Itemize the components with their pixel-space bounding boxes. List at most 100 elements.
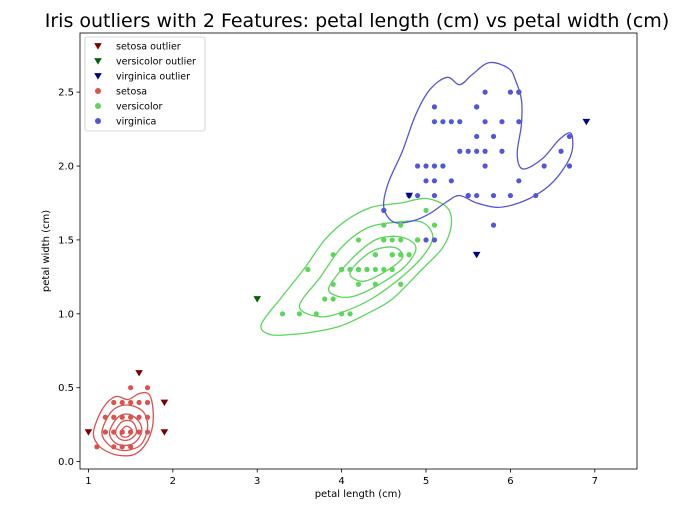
versicolor-outlier-point — [253, 296, 262, 303]
virginica-point — [448, 119, 454, 125]
legend-marker-versicolor — [95, 103, 101, 109]
setosa-density-contour — [101, 404, 149, 452]
versicolor-point — [398, 281, 404, 287]
y-axis: 0.0 0.5 1.0 1.5 2.0 2.5 — [58, 88, 80, 468]
virginica-point — [566, 133, 573, 140]
x-tick-label: 2 — [170, 476, 176, 487]
virginica-point — [516, 89, 522, 95]
x-tick-label: 4 — [338, 476, 344, 487]
versicolor-point — [330, 296, 336, 302]
virginica-point — [381, 207, 387, 213]
versicolor-point — [398, 222, 404, 228]
virginica-point — [516, 178, 522, 184]
virginica-point — [465, 192, 471, 199]
virginica-point — [566, 163, 573, 169]
legend-marker-virginica-outlier — [94, 73, 102, 80]
legend-marker-setosa-outlier — [94, 43, 102, 50]
virginica-outlier-point — [582, 118, 591, 126]
setosa-point — [102, 414, 108, 420]
virginica-point — [499, 119, 505, 125]
versicolor-point — [330, 281, 336, 287]
virginica-point — [490, 222, 497, 228]
versicolor-point — [372, 266, 378, 273]
setosa-outlier-point — [160, 399, 169, 407]
y-tick-label: 0.0 — [58, 457, 74, 468]
versicolor-point — [347, 266, 353, 273]
versicolor-point — [372, 252, 378, 258]
versicolor-point — [339, 266, 345, 273]
virginica-point — [431, 104, 438, 110]
virginica-point — [482, 163, 488, 169]
versicolor-point — [330, 252, 336, 258]
versicolor-point — [372, 281, 378, 287]
versicolor-point — [355, 237, 362, 243]
x-axis-label: petal length (cm) — [315, 489, 402, 500]
virginica-outlier-point — [472, 251, 481, 259]
legend-label-versicolor: versicolor — [116, 102, 162, 113]
versicolor-density-contour — [349, 246, 404, 282]
virginica-point — [474, 192, 480, 199]
versicolor-point — [364, 266, 370, 273]
virginica-point — [431, 119, 438, 125]
setosa-point — [128, 429, 134, 435]
versicolor-point — [406, 252, 412, 258]
virginica-point — [431, 163, 438, 169]
setosa-point — [119, 429, 125, 435]
setosa-point — [144, 399, 151, 406]
setosa-point — [119, 444, 125, 450]
virginica-point — [423, 237, 429, 243]
virginica-point — [474, 148, 480, 154]
y-tick-label: 1.5 — [58, 235, 74, 246]
virginica-point — [457, 148, 463, 154]
setosa-point — [111, 429, 117, 435]
virginica-point — [414, 192, 421, 199]
legend: setosa outlier versicolor outlier virginic… — [84, 36, 206, 132]
x-tick-label: 1 — [85, 476, 91, 487]
x-tick-label: 5 — [423, 476, 429, 487]
virginica-point — [448, 178, 454, 184]
versicolor-point — [279, 311, 286, 317]
setosa-density-contour — [92, 391, 154, 457]
virginica-point — [431, 178, 438, 184]
setosa-point — [111, 414, 117, 420]
virginica-density-contour — [382, 61, 574, 224]
virginica-point — [507, 89, 514, 95]
virginica-point — [423, 178, 429, 184]
setosa-point — [128, 399, 134, 406]
y-tick-label: 2.5 — [58, 88, 74, 99]
setosa-point — [102, 429, 108, 435]
legend-label-virginica-outlier: virginica outlier — [116, 72, 190, 83]
density-contours — [92, 61, 574, 457]
versicolor-point — [389, 237, 395, 243]
setosa-outlier-point — [135, 370, 143, 377]
versicolor-point — [355, 266, 362, 273]
setosa-point — [144, 385, 151, 391]
virginica-point — [482, 148, 488, 154]
setosa-point — [119, 399, 125, 406]
setosa-outlier-point — [160, 429, 169, 436]
setosa-point — [94, 444, 100, 450]
versicolor-point — [398, 252, 404, 258]
plot-frame — [79, 32, 638, 470]
virginica-point — [482, 119, 488, 125]
versicolor-point — [381, 237, 387, 243]
legend-label-virginica: virginica — [116, 117, 156, 128]
setosa-point — [136, 414, 142, 420]
virginica-point — [474, 104, 480, 110]
setosa-point — [136, 399, 142, 406]
virginica-point — [490, 133, 497, 140]
legend-box — [84, 36, 206, 132]
versicolor-point — [322, 296, 328, 302]
y-tick-label: 1.0 — [58, 309, 74, 320]
virginica-point — [465, 148, 471, 154]
virginica-point — [440, 163, 446, 169]
virginica-point — [431, 192, 438, 199]
virginica-point — [499, 148, 505, 154]
versicolor-density-contour — [298, 220, 434, 318]
versicolor-point — [389, 266, 395, 273]
virginica-point — [490, 192, 497, 199]
versicolor-point — [431, 222, 438, 228]
versicolor-point — [355, 281, 362, 287]
virginica-point — [533, 192, 539, 199]
